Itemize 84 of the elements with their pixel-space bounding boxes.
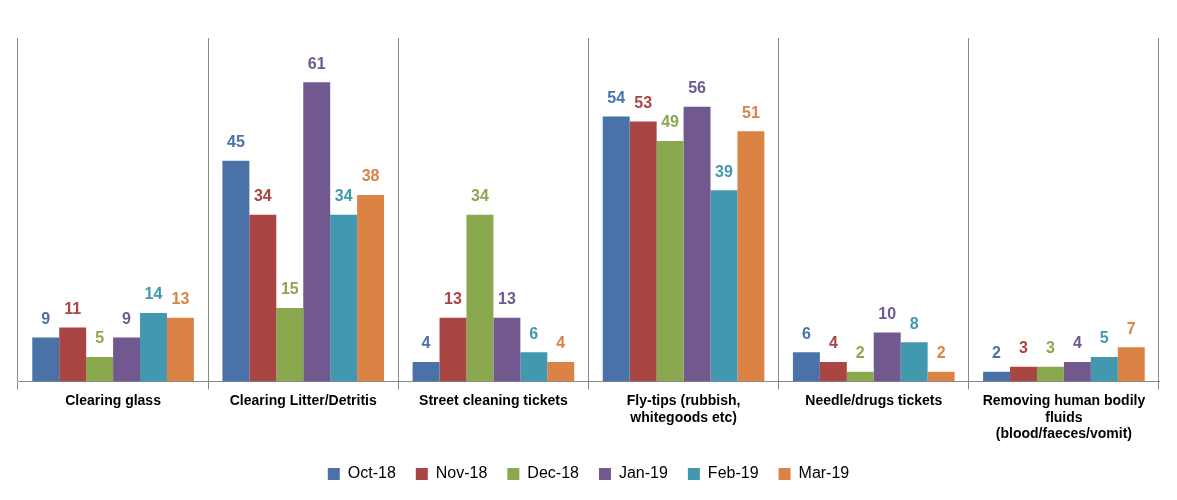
bar [710, 190, 738, 382]
bar [629, 121, 657, 382]
data-label: 13 [444, 290, 463, 308]
bar [1036, 366, 1064, 382]
bar [439, 317, 467, 382]
legend-label: Jan-19 [618, 464, 668, 482]
bar [466, 214, 494, 382]
bar [819, 361, 847, 382]
x-tick-label: Street cleaning tickets [419, 391, 568, 408]
bar [1090, 357, 1118, 382]
x-tick-label: Removing human bodily fluids (blood/faeces/vomit) [982, 391, 1146, 442]
data-label: 39 [715, 162, 733, 180]
bar [983, 371, 1011, 382]
data-label: 54 [607, 88, 626, 106]
bar [249, 214, 277, 382]
data-label: 61 [307, 54, 326, 72]
data-label: 5 [95, 329, 105, 347]
bar [602, 116, 630, 382]
bar [493, 317, 521, 382]
bar [166, 317, 194, 382]
data-label: 51 [742, 103, 760, 121]
data-label: 9 [41, 309, 51, 327]
bar [59, 327, 87, 382]
bar [1063, 361, 1091, 382]
data-label: 3 [1045, 339, 1055, 357]
data-label: 34 [471, 187, 489, 205]
legend-label: Dec-18 [527, 464, 580, 482]
data-label: 6 [801, 324, 811, 342]
bar [140, 312, 167, 382]
data-label: 2 [855, 344, 865, 362]
bar [792, 352, 820, 382]
bar [683, 106, 711, 382]
bar [900, 342, 928, 382]
legend-label: Feb-19 [707, 464, 759, 482]
x-tick-label: Fly-tips (rubbish, whitegoods etc) [626, 391, 741, 425]
bar [303, 82, 331, 382]
data-label: 4 [556, 334, 566, 352]
data-label: 11 [64, 300, 82, 318]
bar [276, 307, 304, 382]
data-label: 8 [909, 314, 919, 332]
data-label: 13 [171, 290, 190, 308]
x-tick-label: Clearing Litter/Detritis [229, 391, 377, 408]
data-label: 3 [1019, 339, 1029, 357]
data-label: 45 [227, 133, 245, 151]
x-tick-label: Clearing glass [65, 391, 162, 408]
data-label: 4 [421, 334, 431, 352]
bar [873, 332, 901, 382]
data-label: 13 [497, 290, 516, 308]
bar [927, 371, 955, 382]
data-label: 56 [688, 79, 707, 97]
bar [1117, 347, 1145, 382]
data-label: 7 [1126, 319, 1136, 337]
bar [656, 141, 684, 382]
bar [412, 361, 440, 382]
data-label: 2 [992, 344, 1002, 362]
data-label: 53 [634, 93, 653, 111]
bar [846, 371, 874, 382]
legend-label: Mar-19 [798, 464, 850, 482]
bar [86, 357, 114, 382]
data-label: 2 [936, 344, 946, 362]
bar [737, 131, 765, 382]
bar [222, 160, 250, 382]
data-label: 49 [661, 113, 680, 131]
bar [113, 337, 141, 382]
data-label: 15 [280, 280, 299, 298]
bar [357, 195, 385, 382]
data-label: 38 [361, 167, 380, 185]
legend-label: Oct-18 [347, 464, 396, 482]
data-label: 4 [1072, 334, 1082, 352]
data-label: 4 [828, 334, 838, 352]
data-label: 10 [878, 304, 897, 322]
data-label: 5 [1099, 329, 1109, 347]
data-label: 34 [334, 187, 353, 205]
data-label: 6 [529, 324, 539, 342]
data-label: 14 [144, 285, 163, 303]
bar [520, 352, 548, 382]
bar [32, 337, 60, 382]
data-label: 9 [122, 309, 132, 327]
legend-label: Nov-18 [435, 464, 488, 482]
data-label: 34 [253, 187, 272, 205]
bar [547, 361, 575, 382]
bar [1010, 366, 1037, 382]
x-tick-label: Needle/drugs tickets [805, 391, 943, 408]
bar [330, 214, 358, 382]
